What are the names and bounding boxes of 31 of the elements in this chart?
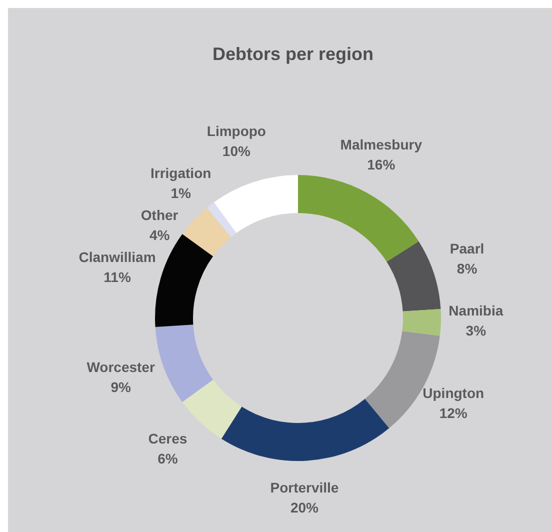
donut-slice bbox=[221, 398, 390, 461]
data-label: 8% bbox=[456, 260, 478, 276]
slice-label: Namibia bbox=[448, 302, 504, 319]
data-label: 3% bbox=[466, 322, 487, 339]
slice-label: Clanwilliam bbox=[78, 248, 156, 265]
donut-slice bbox=[298, 175, 419, 262]
slice-label: Ceres bbox=[148, 430, 188, 446]
slice-label: Worcester bbox=[86, 358, 156, 375]
donut-slice bbox=[182, 208, 232, 256]
donut-slice bbox=[214, 175, 298, 234]
slice-label: Other bbox=[140, 206, 179, 223]
slice-label: Irrigation bbox=[150, 164, 212, 181]
slice-label: Limpopo bbox=[206, 122, 266, 139]
slice-label: Porterville bbox=[270, 480, 339, 496]
data-label: 16% bbox=[367, 156, 396, 173]
data-label: 9% bbox=[110, 378, 132, 395]
donut-slice bbox=[386, 241, 441, 312]
data-label: 10% bbox=[222, 142, 252, 159]
data-label: 12% bbox=[439, 405, 468, 422]
donut-slice bbox=[206, 202, 236, 238]
data-label: 11% bbox=[104, 268, 132, 285]
slice-label: Paarl bbox=[450, 240, 484, 256]
slice-label: Malmesbury bbox=[340, 136, 422, 153]
donut-slice bbox=[155, 324, 214, 402]
donut-slice bbox=[402, 309, 441, 336]
slice-label: Upington bbox=[422, 385, 484, 402]
chart-title: Debtors per region bbox=[212, 44, 374, 64]
data-label: 20% bbox=[290, 500, 320, 516]
data-label: 1% bbox=[170, 184, 192, 201]
data-label: 6% bbox=[158, 450, 178, 466]
data-label: 4% bbox=[149, 226, 170, 243]
